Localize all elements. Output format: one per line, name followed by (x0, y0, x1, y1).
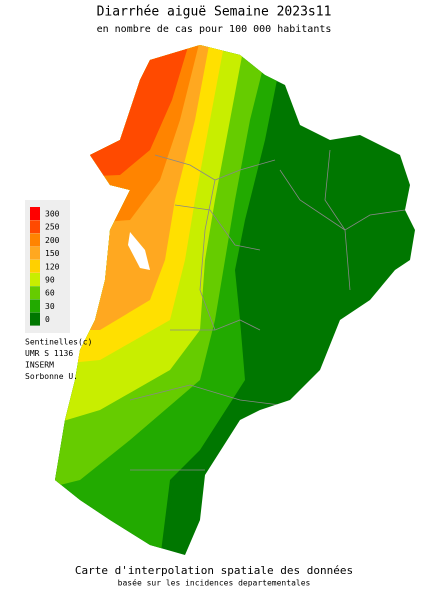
legend-label: 60 (45, 289, 55, 298)
legend-swatch (30, 312, 40, 326)
legend-label: 150 (45, 249, 60, 258)
legend-swatch (30, 299, 40, 313)
credit-line: Sentinelles(c) (25, 338, 92, 347)
credit-line: UMR S 1136 (25, 349, 73, 358)
legend-label: 30 (45, 302, 55, 311)
legend-label: 200 (45, 236, 60, 245)
legend-swatch (30, 246, 40, 260)
legend-label: 120 (45, 262, 60, 271)
footer-title: Carte d'interpolation spatiale des donné… (75, 564, 353, 577)
legend-label: 300 (45, 210, 60, 219)
credits: Sentinelles(c) UMR S 1136 INSERM Sorbonne U… (25, 338, 92, 382)
legend-swatch (30, 273, 40, 286)
credit-line: INSERM (25, 361, 54, 370)
legend-label: 250 (45, 223, 60, 232)
legend-swatch (30, 233, 40, 247)
footer-subtitle: basée sur les incidences departementales (118, 578, 311, 588)
legend-swatch (30, 259, 40, 273)
credit-line: Sorbonne U. (25, 372, 78, 381)
title: Diarrhée aiguë Semaine 2023s11 (97, 5, 332, 20)
subtitle: en nombre de cas pour 100 000 habitants (97, 24, 332, 35)
legend-swatch (30, 207, 40, 220)
legend-swatch (30, 286, 40, 300)
legend-swatch (30, 220, 40, 234)
legend-label: 90 (45, 276, 55, 285)
legend-label: 0 (45, 315, 50, 324)
